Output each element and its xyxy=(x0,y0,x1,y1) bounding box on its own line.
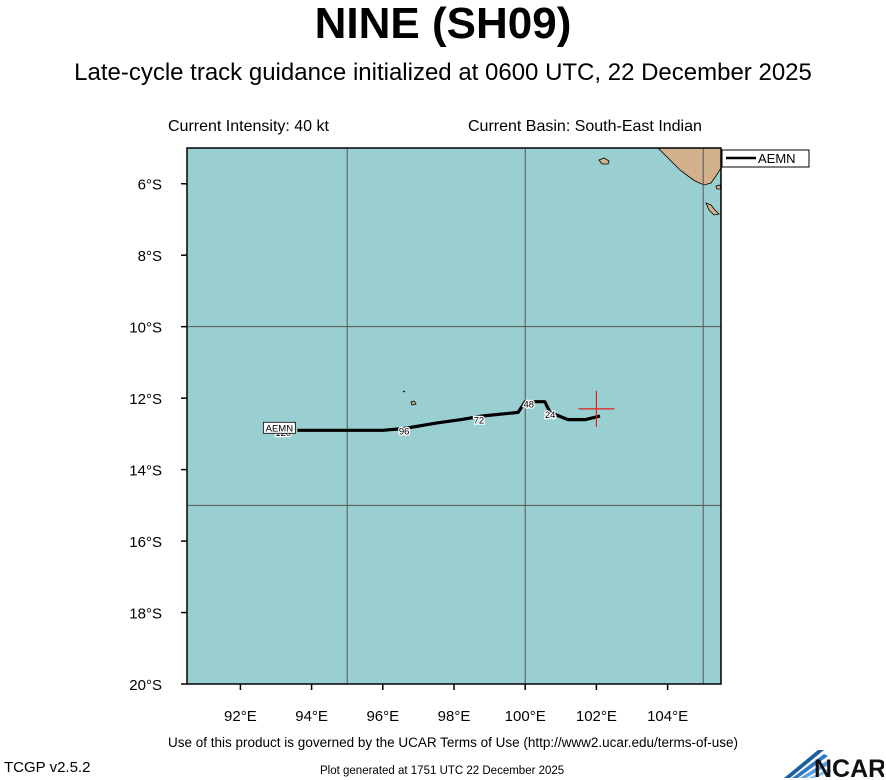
gridlines xyxy=(187,148,721,684)
island-east-2 xyxy=(705,202,720,216)
lat-tick-label: 18°S xyxy=(129,606,162,623)
lat-tick-label: 12°S xyxy=(129,391,162,408)
lat-tick-label: 6°S xyxy=(138,177,162,194)
legend-box xyxy=(721,149,810,168)
lon-tick-label: 96°E xyxy=(366,708,399,725)
terms-of-use-text: Use of this product is governed by the U… xyxy=(168,735,738,750)
lat-tick-label: 10°S xyxy=(129,320,162,337)
legend: AEMN xyxy=(721,149,810,168)
forecast-hour-label: 48 xyxy=(523,399,534,410)
track-end-label-box xyxy=(262,421,296,434)
lat-tick-label: 16°S xyxy=(129,534,162,551)
forecast-hour-label: 72 xyxy=(474,416,485,427)
lat-tick-label: 20°S xyxy=(129,677,162,694)
longitude-axis: 92°E 94°E 96°E 98°E 100°E 102°E 104°E xyxy=(224,684,688,725)
lon-tick-label: 92°E xyxy=(224,708,257,725)
sumatra-coast xyxy=(657,148,721,186)
ncar-logo: NCAR xyxy=(784,750,884,780)
land-masses xyxy=(402,148,721,406)
ncar-logo-text: NCAR xyxy=(814,755,884,780)
lon-tick-label: 104°E xyxy=(647,708,688,725)
latitude-axis: 6°S 8°S 10°S 12°S 14°S 16°S 18°S 20°S xyxy=(129,177,187,694)
lon-tick-label: 102°E xyxy=(576,708,617,725)
map-title: NINE (SH09) xyxy=(314,0,572,48)
ncar-logo-stripes xyxy=(784,750,831,778)
track-line-aemn xyxy=(297,400,601,432)
ocean-area xyxy=(187,148,721,684)
version-label: TCGP v2.5.2 xyxy=(4,759,91,776)
lon-tick-label: 94°E xyxy=(295,708,328,725)
lon-tick-label: 98°E xyxy=(438,708,471,725)
generated-timestamp: Plot generated at 1751 UTC 22 December 2… xyxy=(320,765,565,777)
christmas-island xyxy=(410,400,417,406)
legend-label-aemn: AEMN xyxy=(758,151,796,166)
lat-tick-label: 8°S xyxy=(138,248,162,265)
track-layer: 24487296120AEMN xyxy=(262,398,601,440)
lat-tick-label: 14°S xyxy=(129,463,162,480)
current-basin-label: Current Basin: South-East Indian xyxy=(468,118,702,135)
forecast-hour-label: 24 xyxy=(545,410,556,421)
current-position-marker xyxy=(578,390,615,427)
lon-tick-label: 100°E xyxy=(505,708,546,725)
forecast-hour-label: 96 xyxy=(399,426,410,437)
island-north xyxy=(598,157,610,165)
cocos-islet xyxy=(402,390,406,393)
map-subtitle: Late-cycle track guidance initialized at… xyxy=(74,59,812,86)
island-east-1 xyxy=(715,184,721,190)
track-end-label: AEMN xyxy=(266,423,294,434)
current-intensity-label: Current Intensity: 40 kt xyxy=(168,118,329,135)
